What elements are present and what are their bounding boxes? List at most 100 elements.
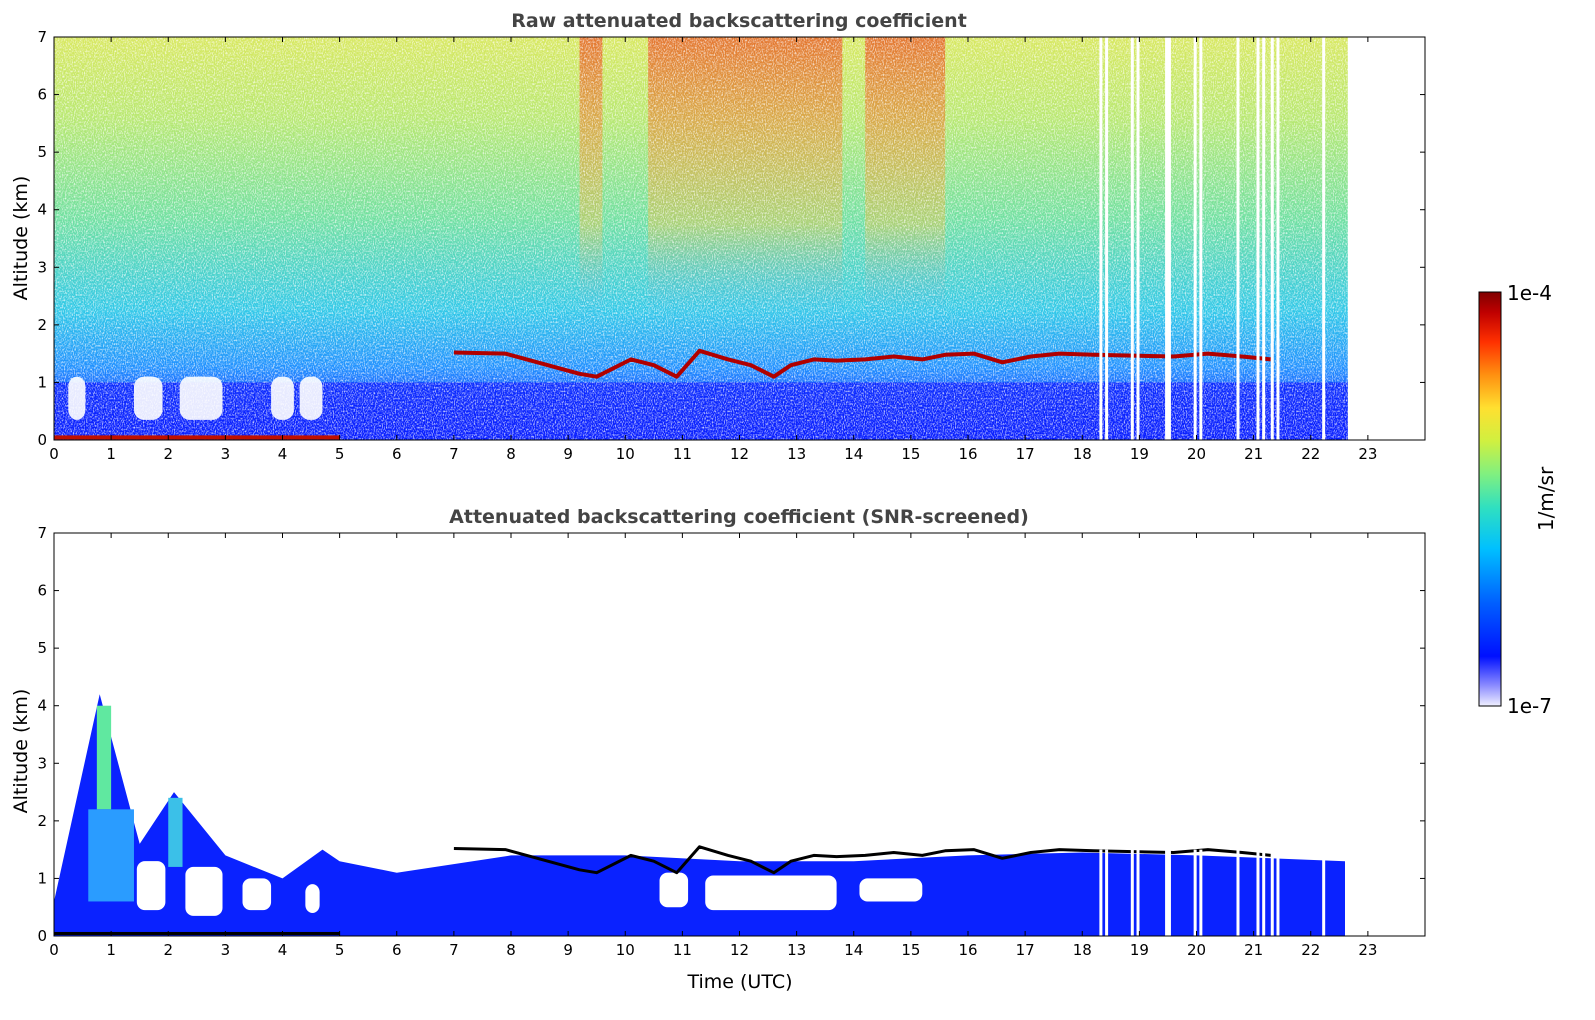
panel1-ylabel: Altitude (km) <box>10 176 32 301</box>
clear-gap <box>137 861 166 910</box>
clear-gap <box>859 878 922 901</box>
data-gap-stripe <box>1194 850 1197 936</box>
panel1-xtick-label: 20 <box>1187 445 1206 463</box>
data-gap-stripe <box>1165 850 1168 936</box>
colorbar-max-label: 1e-4 <box>1507 281 1552 305</box>
panel1-xtick-label: 7 <box>449 445 459 463</box>
data-gap-stripe <box>1137 850 1140 936</box>
data-gap-stripe <box>1276 850 1279 936</box>
panel2-xtick-label: 22 <box>1301 941 1320 959</box>
data-gap-stripe <box>1199 850 1202 936</box>
panel2-xtick-label: 18 <box>1073 941 1092 959</box>
panel1-plot <box>54 37 1425 440</box>
panel2-ytick-label: 0 <box>37 927 47 945</box>
data-gap-stripe <box>1236 37 1239 440</box>
panel1-xtick-label: 22 <box>1301 445 1320 463</box>
panel2-ytick-label: 4 <box>37 697 47 715</box>
panel1-xtick-label: 4 <box>278 445 288 463</box>
panel1-xtick-label: 8 <box>506 445 516 463</box>
panel1-ytick-label: 2 <box>37 316 47 334</box>
panel1-xtick-label: 9 <box>563 445 573 463</box>
panel1-xtick-label: 1 <box>106 445 116 463</box>
data-gap-stripe <box>1099 37 1102 440</box>
panel2-xtick-label: 13 <box>787 941 806 959</box>
clear-air-bubble <box>180 377 223 420</box>
panel1-xtick-label: 21 <box>1244 445 1263 463</box>
panel2-xtick-label: 7 <box>449 941 459 959</box>
panel1-xtick-label: 23 <box>1358 445 1377 463</box>
panel2-xtick-label: 1 <box>106 941 116 959</box>
data-gap-stripe <box>1168 850 1171 936</box>
plume-high <box>97 706 111 810</box>
panel1-xtick-label: 19 <box>1130 445 1149 463</box>
panel2-ytick-label: 3 <box>37 754 47 772</box>
clear-air-bubble <box>134 377 163 420</box>
panel2-xtick-label: 21 <box>1244 941 1263 959</box>
surface-layer <box>54 435 340 439</box>
figure: Raw attenuated backscattering coefficien… <box>0 0 1595 1020</box>
panel1-xtick-label: 15 <box>901 445 920 463</box>
panel1-noise-speckle <box>54 37 1350 440</box>
panel1-ytick-label: 6 <box>37 86 47 104</box>
data-gap-stripe <box>1105 37 1108 440</box>
data-gap-stripe <box>1168 37 1171 440</box>
colorbar: 1e-4 1e-7 1/m/sr <box>1479 281 1558 718</box>
panel1-xtick-label: 16 <box>958 445 977 463</box>
panel2-xtick-label: 6 <box>392 941 402 959</box>
panel1-xtick-label: 0 <box>49 445 59 463</box>
clear-gap <box>305 884 319 913</box>
no-data-region <box>1348 533 1425 936</box>
no-data-region <box>1348 37 1425 440</box>
clear-gap <box>185 867 222 916</box>
panel2-xlabel: Time (UTC) <box>686 971 792 993</box>
panel1-xtick-label: 5 <box>335 445 345 463</box>
surface-layer-screened <box>54 932 340 935</box>
panel1-xtick-label: 12 <box>730 445 749 463</box>
panel1-ytick-label: 7 <box>37 28 47 46</box>
panel2-xtick-label: 9 <box>563 941 573 959</box>
colorbar-units-label: 1/m/sr <box>1534 466 1558 531</box>
panel2-ytick-label: 7 <box>37 524 47 542</box>
panel2-xtick-label: 11 <box>673 941 692 959</box>
clear-air-bubble <box>271 377 294 420</box>
panel2-ytick-label: 2 <box>37 812 47 830</box>
plume-low <box>88 809 134 901</box>
data-gap-stripe <box>1322 850 1325 936</box>
panel2-ytick-label: 5 <box>37 639 47 657</box>
panel2-xtick-label: 12 <box>730 941 749 959</box>
data-gap-stripe <box>1262 37 1265 440</box>
panel1-ytick-label: 3 <box>37 258 47 276</box>
data-gap-stripe <box>1256 850 1259 936</box>
data-gap-stripe <box>1322 37 1325 440</box>
panel1-title: Raw attenuated backscattering coefficien… <box>511 10 967 32</box>
data-gap-stripe <box>1236 850 1239 936</box>
panel2-xtick-label: 23 <box>1358 941 1377 959</box>
clear-gap <box>243 878 272 910</box>
data-gap-stripe <box>1137 37 1140 440</box>
panel1-ytick-label: 1 <box>37 373 47 391</box>
panel2-xtick-label: 17 <box>1016 941 1035 959</box>
panel1-xtick-label: 18 <box>1073 445 1092 463</box>
data-gap-stripe <box>1131 850 1134 936</box>
clear-air-bubble <box>68 377 85 420</box>
panel2-xtick-label: 2 <box>163 941 173 959</box>
clear-gap <box>660 873 689 908</box>
panel1-ytick-label: 0 <box>37 431 47 449</box>
panel1-xtick-label: 14 <box>844 445 863 463</box>
colorbar-gradient <box>1479 292 1501 706</box>
panel2-ytick-label: 1 <box>37 869 47 887</box>
panel1-xtick-label: 11 <box>673 445 692 463</box>
panel2-xtick-label: 3 <box>221 941 231 959</box>
clear-air-bubble <box>300 377 323 420</box>
panel2-xtick-label: 0 <box>49 941 59 959</box>
data-gap-stripe <box>1165 37 1168 440</box>
data-gap-stripe <box>1256 37 1259 440</box>
panel1-ytick-label: 4 <box>37 201 47 219</box>
panel2-xtick-label: 5 <box>335 941 345 959</box>
clear-gap <box>705 876 836 911</box>
colorbar-min-label: 1e-7 <box>1507 694 1552 718</box>
panel1-xtick-label: 6 <box>392 445 402 463</box>
panel1-ytick-label: 5 <box>37 143 47 161</box>
panel2-xtick-label: 4 <box>278 941 288 959</box>
panel2-xtick-label: 19 <box>1130 941 1149 959</box>
